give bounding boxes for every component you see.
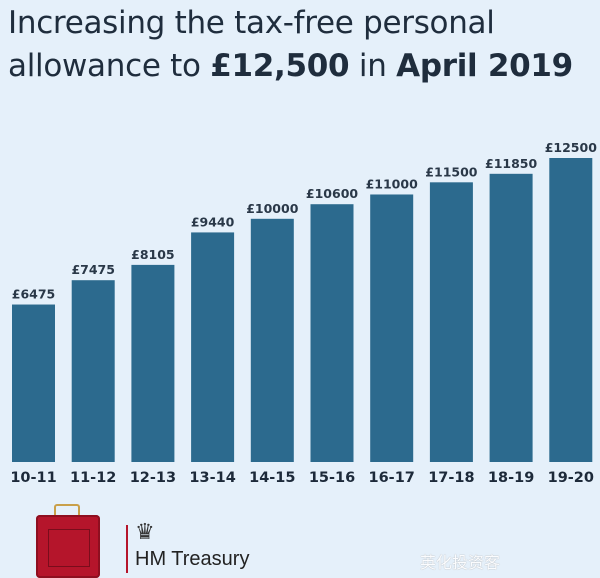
red-box-logo <box>36 515 100 578</box>
data-label: £11850 <box>485 156 537 171</box>
bar-18-19 <box>489 173 533 463</box>
data-label: £8105 <box>131 247 175 262</box>
bar-19-20 <box>549 158 593 462</box>
bar-16-17 <box>370 194 414 462</box>
bar-14-15 <box>250 218 294 462</box>
divider <box>126 525 128 573</box>
bar-11-12 <box>71 280 115 462</box>
bar-13-14 <box>191 232 235 462</box>
x-tick-label: 14-15 <box>249 470 295 486</box>
x-tick-label: 18-19 <box>488 470 534 486</box>
bar-17-18 <box>429 182 473 462</box>
chart-title: Increasing the tax-free personal allowan… <box>8 2 573 88</box>
title-date: April 2019 <box>396 48 573 84</box>
data-label: £7475 <box>71 262 115 277</box>
data-label: £10600 <box>306 186 358 201</box>
data-label: £11000 <box>366 176 418 191</box>
watermark: 英化投资客 <box>420 553 501 572</box>
data-label: £11500 <box>425 164 477 179</box>
title-text: allowance to <box>8 48 211 84</box>
x-tick-label: 15-16 <box>309 470 355 486</box>
x-tick-label: 17-18 <box>428 470 474 486</box>
x-tick-label: 10-11 <box>10 470 56 486</box>
x-tick-label: 11-12 <box>70 470 116 486</box>
royal-crest-icon: ♛ <box>135 520 155 545</box>
title-line-2: allowance to £12,500 in April 2019 <box>8 45 573 88</box>
bar-10-11 <box>12 304 55 462</box>
title-line-1: Increasing the tax-free personal <box>8 5 495 41</box>
footer: ♛ HM Treasury 英化投资客 <box>0 490 600 578</box>
x-tick-label: 13-14 <box>189 470 235 486</box>
red-box-handle <box>54 504 80 516</box>
x-tick-label: 16-17 <box>369 470 415 486</box>
hm-treasury-logo-text: HM Treasury <box>135 548 250 570</box>
data-label: £9440 <box>191 214 235 229</box>
data-label: £10000 <box>246 201 298 216</box>
bar-12-13 <box>131 264 175 462</box>
title-text: in <box>349 48 397 84</box>
data-label: £12500 <box>545 140 597 155</box>
x-tick-label: 12-13 <box>130 470 176 486</box>
bar-chart: £6475 10-11 £7475 11-12 £8105 12-13 £9440 13-14… <box>10 140 597 486</box>
title-amount: £12,500 <box>210 48 350 84</box>
data-label: £6475 <box>12 287 56 302</box>
bar-15-16 <box>310 204 354 462</box>
x-tick-label: 19-20 <box>548 470 594 486</box>
